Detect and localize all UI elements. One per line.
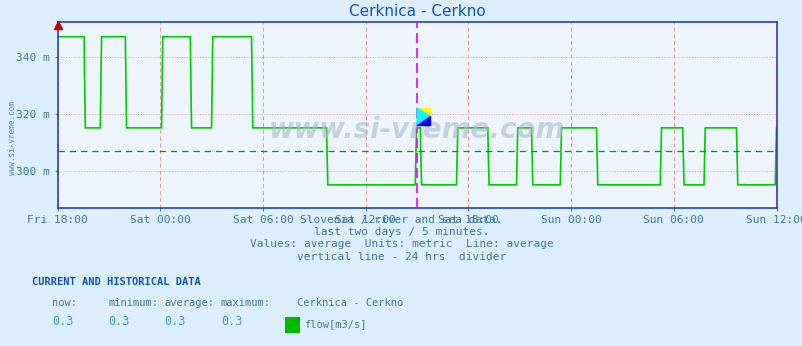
Title: Cerknica - Cerkno: Cerknica - Cerkno bbox=[348, 3, 485, 19]
Text: www.si-vreme.com: www.si-vreme.com bbox=[8, 101, 17, 175]
Text: Values: average  Units: metric  Line: average: Values: average Units: metric Line: aver… bbox=[249, 239, 553, 249]
Text: CURRENT AND HISTORICAL DATA: CURRENT AND HISTORICAL DATA bbox=[32, 277, 200, 288]
Text: flow[m3/s]: flow[m3/s] bbox=[303, 320, 366, 329]
Polygon shape bbox=[417, 108, 430, 125]
Text: now:: now: bbox=[52, 298, 77, 308]
Polygon shape bbox=[417, 108, 430, 125]
Text: maximum:: maximum: bbox=[221, 298, 270, 308]
Text: 0.3: 0.3 bbox=[52, 315, 74, 328]
Text: average:: average: bbox=[164, 298, 214, 308]
Text: www.si-vreme.com: www.si-vreme.com bbox=[269, 116, 565, 144]
Text: 0.3: 0.3 bbox=[108, 315, 130, 328]
Text: Cerknica - Cerkno: Cerknica - Cerkno bbox=[297, 298, 403, 308]
Text: last two days / 5 minutes.: last two days / 5 minutes. bbox=[314, 227, 488, 237]
Text: vertical line - 24 hrs  divider: vertical line - 24 hrs divider bbox=[297, 252, 505, 262]
Text: 0.3: 0.3 bbox=[164, 315, 186, 328]
Text: 0.3: 0.3 bbox=[221, 315, 242, 328]
Polygon shape bbox=[417, 117, 430, 125]
Text: Slovenia / river and sea data.: Slovenia / river and sea data. bbox=[300, 215, 502, 225]
Text: minimum:: minimum: bbox=[108, 298, 158, 308]
